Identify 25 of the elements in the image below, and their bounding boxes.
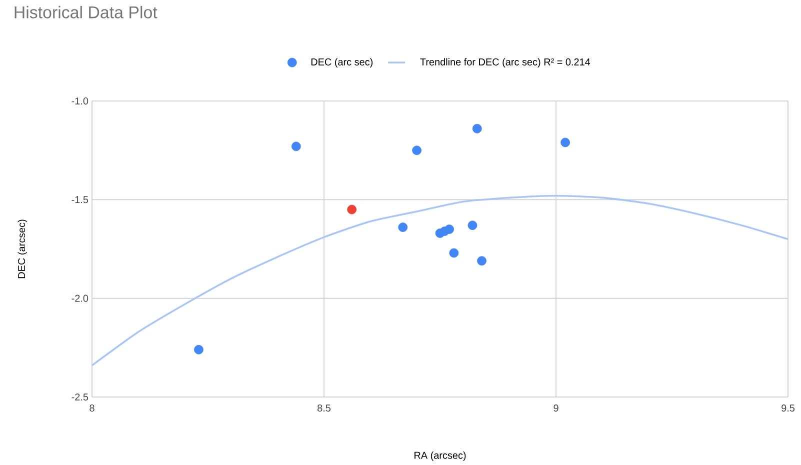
y-axis-title: DEC (arcsec): [18, 220, 28, 278]
x-tick-label: 8.5: [318, 404, 331, 412]
point: [472, 124, 482, 134]
x-axis-title: RA (arcsec): [414, 452, 466, 461]
point: [444, 224, 454, 234]
point: [347, 204, 357, 214]
y-tick-label: -1.0: [72, 97, 88, 105]
x-tick-label: 8: [90, 404, 94, 412]
point: [477, 256, 486, 266]
y-tick-label: -2.0: [72, 294, 88, 302]
y-tick-label: -2.5: [72, 393, 88, 401]
legend-label: Trendline for DEC (arc sec) R² = 0.214: [420, 58, 590, 68]
point: [468, 220, 478, 230]
point: [560, 138, 570, 148]
point: [412, 146, 422, 156]
point: [398, 222, 408, 232]
point: [291, 142, 301, 152]
x-tick-label: 9.5: [782, 404, 795, 412]
point: [194, 344, 204, 354]
line-series: [91, 194, 789, 366]
x-tick-label: 9: [554, 404, 558, 412]
y-tick-label: -1.5: [72, 196, 88, 204]
point: [449, 248, 459, 258]
legend-label: DEC (arc sec): [311, 58, 373, 68]
chart-title: Historical Data Plot: [14, 6, 158, 18]
